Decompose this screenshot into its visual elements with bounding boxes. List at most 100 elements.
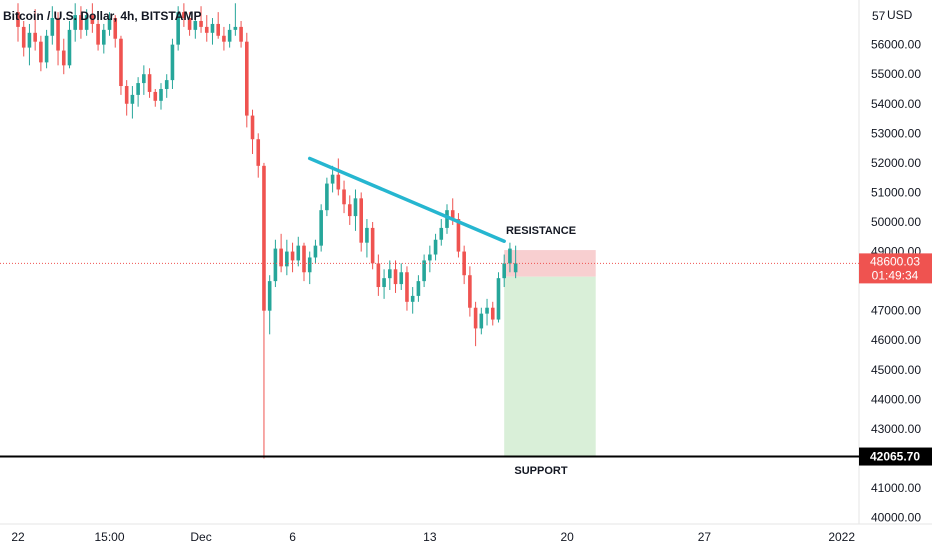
candle-body[interactable] bbox=[279, 248, 283, 267]
candle-body[interactable] bbox=[502, 263, 506, 279]
candle-body[interactable] bbox=[67, 29, 72, 66]
candle-body[interactable] bbox=[416, 281, 421, 296]
candle-body[interactable] bbox=[56, 18, 60, 51]
candle-body[interactable] bbox=[222, 35, 226, 42]
candle-body[interactable] bbox=[204, 26, 209, 33]
support-price-badge[interactable] bbox=[859, 447, 932, 466]
candle-body[interactable] bbox=[44, 35, 49, 63]
time-axis[interactable]: 22 15:00 Dec 6 13 20 27 2022 bbox=[11, 530, 855, 544]
candle-body[interactable] bbox=[187, 18, 192, 30]
candle-body[interactable] bbox=[456, 219, 461, 252]
candle-body[interactable] bbox=[273, 248, 278, 282]
candle-body[interactable] bbox=[245, 41, 249, 116]
resistance-trendline[interactable] bbox=[307, 156, 506, 243]
candle-body[interactable] bbox=[147, 74, 152, 92]
candle-body[interactable] bbox=[290, 251, 295, 261]
candle-body[interactable] bbox=[33, 32, 37, 42]
candle-body[interactable] bbox=[399, 272, 404, 285]
candle-body[interactable] bbox=[365, 227, 369, 243]
candle-body[interactable] bbox=[462, 251, 466, 276]
candle-body[interactable] bbox=[405, 272, 409, 302]
candle-body[interactable] bbox=[393, 269, 398, 285]
candle-body[interactable] bbox=[102, 29, 106, 45]
candle-body[interactable] bbox=[410, 295, 415, 302]
candle-body[interactable] bbox=[428, 254, 432, 261]
candle-body[interactable] bbox=[239, 26, 243, 42]
candle-body[interactable] bbox=[193, 20, 198, 30]
candle-body[interactable] bbox=[433, 239, 438, 255]
candle-body[interactable] bbox=[490, 307, 495, 320]
candle-body[interactable] bbox=[468, 275, 472, 308]
candle-body[interactable] bbox=[479, 313, 484, 329]
candle-body[interactable] bbox=[182, 12, 186, 19]
candle-body[interactable] bbox=[325, 183, 329, 211]
candle-body[interactable] bbox=[285, 251, 289, 267]
candle-body[interactable] bbox=[90, 15, 95, 24]
candle-body[interactable] bbox=[496, 278, 501, 320]
candle-body[interactable] bbox=[336, 174, 341, 190]
candle-body[interactable] bbox=[347, 204, 352, 217]
price-axis[interactable]: 40000.00 41000.00 43000.00 44000.00 45000.00… bbox=[859, 38, 932, 525]
candle-body[interactable] bbox=[485, 307, 489, 314]
candle-body[interactable] bbox=[227, 29, 232, 42]
candle-body[interactable] bbox=[164, 80, 169, 89]
candle-body[interactable] bbox=[136, 83, 140, 95]
candle-body[interactable] bbox=[370, 227, 375, 264]
candle-body[interactable] bbox=[233, 26, 238, 30]
candle-body[interactable] bbox=[450, 210, 455, 220]
candle-body[interactable] bbox=[199, 20, 203, 27]
candle-body[interactable] bbox=[27, 32, 32, 48]
candle-body[interactable] bbox=[170, 44, 175, 81]
candle-body[interactable] bbox=[61, 50, 66, 66]
candle-body[interactable] bbox=[296, 245, 301, 261]
candle-body[interactable] bbox=[216, 23, 220, 36]
candle-body[interactable] bbox=[267, 281, 272, 311]
candle-body[interactable] bbox=[319, 210, 323, 246]
candle-body[interactable] bbox=[513, 263, 518, 273]
candle-body[interactable] bbox=[302, 245, 306, 273]
candle-body[interactable] bbox=[508, 248, 512, 264]
candle-body[interactable] bbox=[422, 260, 426, 282]
candle-body[interactable] bbox=[79, 15, 83, 30]
candle-body[interactable] bbox=[50, 18, 55, 36]
candle-body[interactable] bbox=[107, 18, 112, 30]
candle-body[interactable] bbox=[39, 41, 43, 63]
x-tick-label: 15:00 bbox=[95, 530, 125, 544]
candle-body[interactable] bbox=[445, 210, 449, 228]
candle-body[interactable] bbox=[84, 15, 89, 30]
candle-body[interactable] bbox=[382, 278, 386, 288]
candle-body[interactable] bbox=[353, 198, 358, 217]
candle-body[interactable] bbox=[330, 174, 335, 184]
candle-body[interactable] bbox=[113, 18, 118, 39]
candle-body[interactable] bbox=[21, 26, 26, 48]
last-price-badge[interactable] bbox=[859, 253, 932, 284]
candle-body[interactable] bbox=[130, 94, 135, 104]
candle-body[interactable] bbox=[73, 15, 77, 30]
candle-body[interactable] bbox=[473, 307, 478, 329]
candle-body[interactable] bbox=[210, 23, 215, 33]
candle-body[interactable] bbox=[176, 12, 180, 45]
currency-label[interactable]: USD bbox=[887, 8, 913, 22]
candle-body[interactable] bbox=[313, 245, 318, 258]
candle-body[interactable] bbox=[119, 38, 123, 87]
bar-countdown: 01:49:34 bbox=[872, 268, 919, 282]
y-tick-label: 44000.00 bbox=[871, 392, 921, 406]
candle-body[interactable] bbox=[124, 86, 129, 104]
candle-body[interactable] bbox=[439, 227, 444, 240]
candle-body[interactable] bbox=[153, 91, 158, 101]
candle-body[interactable] bbox=[142, 74, 146, 84]
candle-body[interactable] bbox=[376, 263, 381, 288]
candle-body[interactable] bbox=[388, 269, 392, 279]
candle-body[interactable] bbox=[359, 198, 363, 243]
candle-body[interactable] bbox=[96, 23, 100, 45]
take-profit-zone[interactable] bbox=[504, 276, 596, 456]
candle-body[interactable] bbox=[262, 165, 266, 311]
candle-body[interactable] bbox=[159, 88, 163, 101]
candle-body[interactable] bbox=[307, 257, 312, 273]
candle-body[interactable] bbox=[16, 12, 20, 27]
candle-body[interactable] bbox=[256, 139, 261, 166]
candle-body[interactable] bbox=[342, 189, 346, 205]
candle-body[interactable] bbox=[250, 115, 255, 140]
